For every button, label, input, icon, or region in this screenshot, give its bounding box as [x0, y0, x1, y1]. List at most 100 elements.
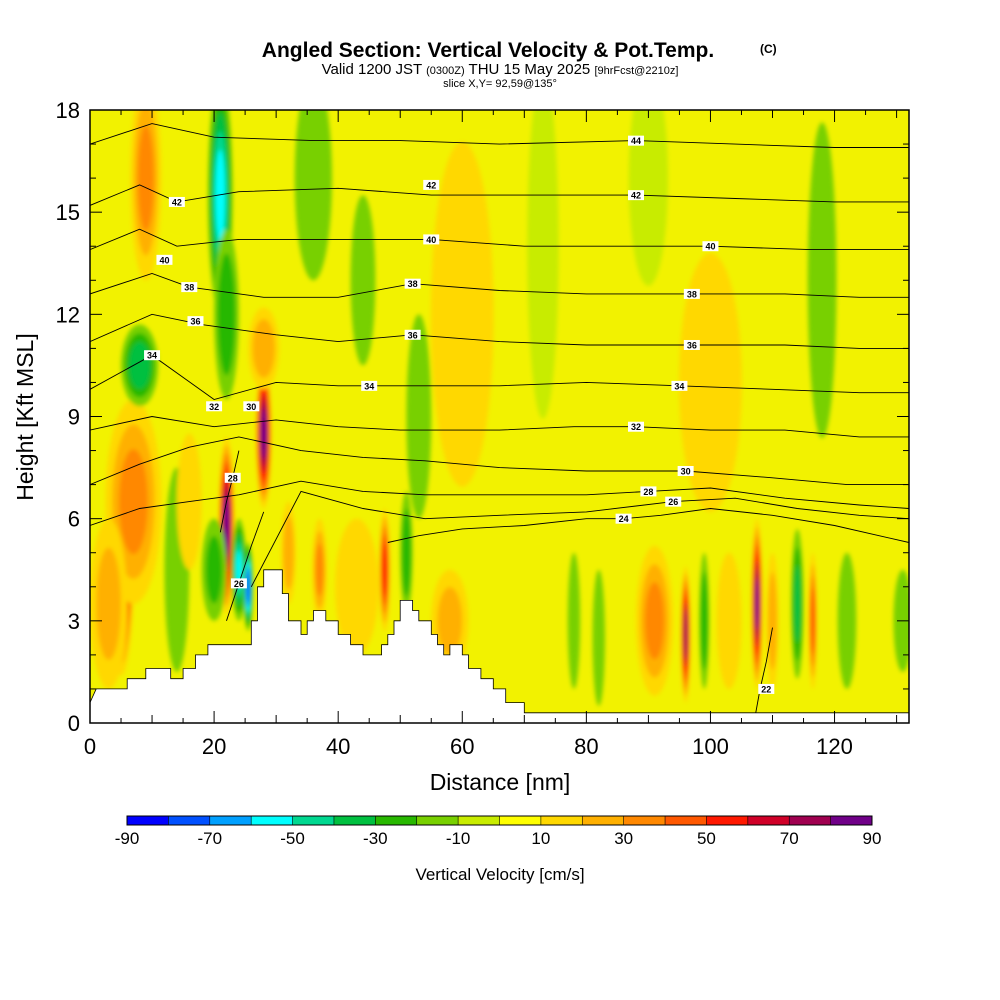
theta-label-36: 36	[408, 330, 418, 340]
colorbar-swatch-1	[168, 816, 211, 825]
x-tick-label-120: 120	[816, 734, 853, 759]
theta-label-38: 38	[184, 283, 194, 293]
theta-label-bg-15	[187, 316, 204, 327]
theta-label-34: 34	[147, 351, 157, 361]
theta-contour-26-3	[226, 511, 265, 621]
colorbar-swatch-10	[540, 816, 583, 825]
theta-contour-44-25	[90, 123, 909, 148]
x-tick-label-0: 0	[84, 734, 96, 759]
velocity-cell-20-band-0	[406, 314, 432, 519]
velocity-cell-8-band-1	[217, 253, 236, 376]
colorbar-swatch-13	[665, 816, 707, 825]
theta-label-bg-24	[168, 196, 185, 207]
theta-label-36: 36	[190, 317, 200, 327]
velocity-cell-22-band-0	[294, 110, 332, 281]
velocity-cell-24-band-0	[567, 552, 581, 689]
y-tick-label-3: 3	[68, 609, 80, 634]
theta-label-bg-16	[683, 288, 700, 299]
theta-label-bg-22	[628, 190, 644, 201]
theta-label-bg-5	[224, 472, 241, 483]
velocity-cell-10-band-1	[205, 536, 223, 604]
theta-contour-32-8	[90, 416, 909, 438]
y-tick-label-0: 0	[68, 711, 80, 736]
colorbar-tick-30: 30	[614, 829, 633, 848]
y-tick-label-12: 12	[56, 302, 80, 327]
colorbar: -90 -70 -50 -30 -10 10 30 50 70 90	[115, 815, 882, 848]
theta-label-28: 28	[643, 487, 653, 497]
theta-label-bg-17	[404, 278, 421, 289]
x-tick-label-60: 60	[450, 734, 474, 759]
x-axis: 0 20 40 60 80 100 120	[84, 110, 898, 759]
theta-label-34: 34	[674, 381, 684, 391]
theta-label-bg-23	[423, 179, 440, 190]
theta-label-22: 22	[761, 684, 771, 694]
chart-subtitle: Valid 1200 JST (0300Z) THU 15 May 2025 […	[322, 61, 679, 78]
theta-contour-28-4	[90, 480, 909, 526]
colorbar-swatch-4	[292, 816, 335, 825]
x-tick-label-80: 80	[574, 734, 598, 759]
x-axis-label: Distance [nm]	[430, 769, 571, 795]
subtitle-zulu: (0300Z)	[426, 65, 465, 77]
colorbar-tick--90: -90	[115, 829, 140, 848]
velocity-cell-2-band-1	[96, 547, 121, 660]
velocity-cell-17-band-0	[335, 518, 379, 655]
theta-label-42: 42	[172, 197, 182, 207]
theta-label-26: 26	[234, 579, 244, 589]
theta-label-bg-0	[758, 683, 775, 694]
velocity-cell-28-band-1	[700, 572, 708, 670]
velocity-cell-16-band-2	[315, 543, 324, 597]
colorbar-swatch-12	[623, 816, 666, 825]
colorbar-swatch-17	[830, 816, 873, 825]
theta-label-bg-2	[665, 496, 682, 507]
colorbar-swatch-15	[747, 816, 790, 825]
theta-label-42: 42	[631, 191, 641, 201]
theta-contour-42-22	[90, 184, 909, 206]
y-tick-label-6: 6	[68, 507, 80, 532]
theta-label-bg-1	[615, 513, 632, 524]
terrain	[90, 569, 909, 723]
colorbar-tick-70: 70	[780, 829, 799, 848]
colorbar-swatch-11	[582, 816, 625, 825]
velocity-cell-37-band-0	[628, 110, 669, 286]
theta-contour-22-0	[753, 627, 773, 723]
colorbar-swatch-7	[416, 816, 459, 825]
theta-label-38: 38	[687, 289, 697, 299]
colorbar-tick--30: -30	[363, 829, 388, 848]
theta-label-44: 44	[631, 136, 641, 146]
theta-label-42: 42	[426, 180, 436, 190]
theta-label-26: 26	[668, 497, 678, 507]
subtitle-date: THU 15 May 2025	[469, 61, 591, 78]
colorbar-swatch-16	[789, 816, 832, 825]
velocity-cell-13-band-7	[260, 408, 267, 459]
colorbar-tick--10: -10	[446, 829, 471, 848]
velocity-cell-32-band-2	[794, 565, 801, 643]
velocity-cell-23-band-0	[350, 195, 376, 366]
velocity-cell-39-band-0	[430, 141, 494, 487]
x-tick-label-40: 40	[326, 734, 350, 759]
theta-label-bg-19	[702, 241, 719, 252]
velocity-cell-31-band-1	[768, 572, 777, 670]
y-tick-label-18: 18	[56, 98, 80, 123]
y-tick-label-9: 9	[68, 405, 80, 430]
theta-label-bg-3	[230, 578, 247, 589]
theta-label-bg-8	[628, 421, 644, 432]
velocity-cell-34-band-0	[837, 552, 857, 689]
velocity-cell-36-band-0	[527, 110, 559, 419]
y-axis-label: Height [Kft MSL]	[12, 333, 38, 500]
theta-label-36: 36	[687, 340, 697, 350]
theta-label-bg-10	[671, 380, 688, 391]
y-tick-label-15: 15	[56, 200, 80, 225]
theta-label-bg-20	[423, 234, 440, 245]
colorbar-tick-90: 90	[863, 829, 882, 848]
theta-label-30: 30	[681, 466, 691, 476]
colorbar-tick--70: -70	[197, 829, 222, 848]
velocity-cell-21-band-1	[437, 587, 463, 655]
plot-area: 22 24 26 26 28 28 30 30 32 32 34 34 34 36 36 36 38 38 38 40…	[90, 110, 909, 723]
velocity-cell-14-band-1	[252, 319, 275, 378]
velocity-cell-29-band-0	[716, 552, 742, 689]
theta-label-bg-13	[683, 339, 700, 350]
theta-label-bg-11	[361, 380, 378, 391]
theta-label-40: 40	[705, 242, 715, 252]
